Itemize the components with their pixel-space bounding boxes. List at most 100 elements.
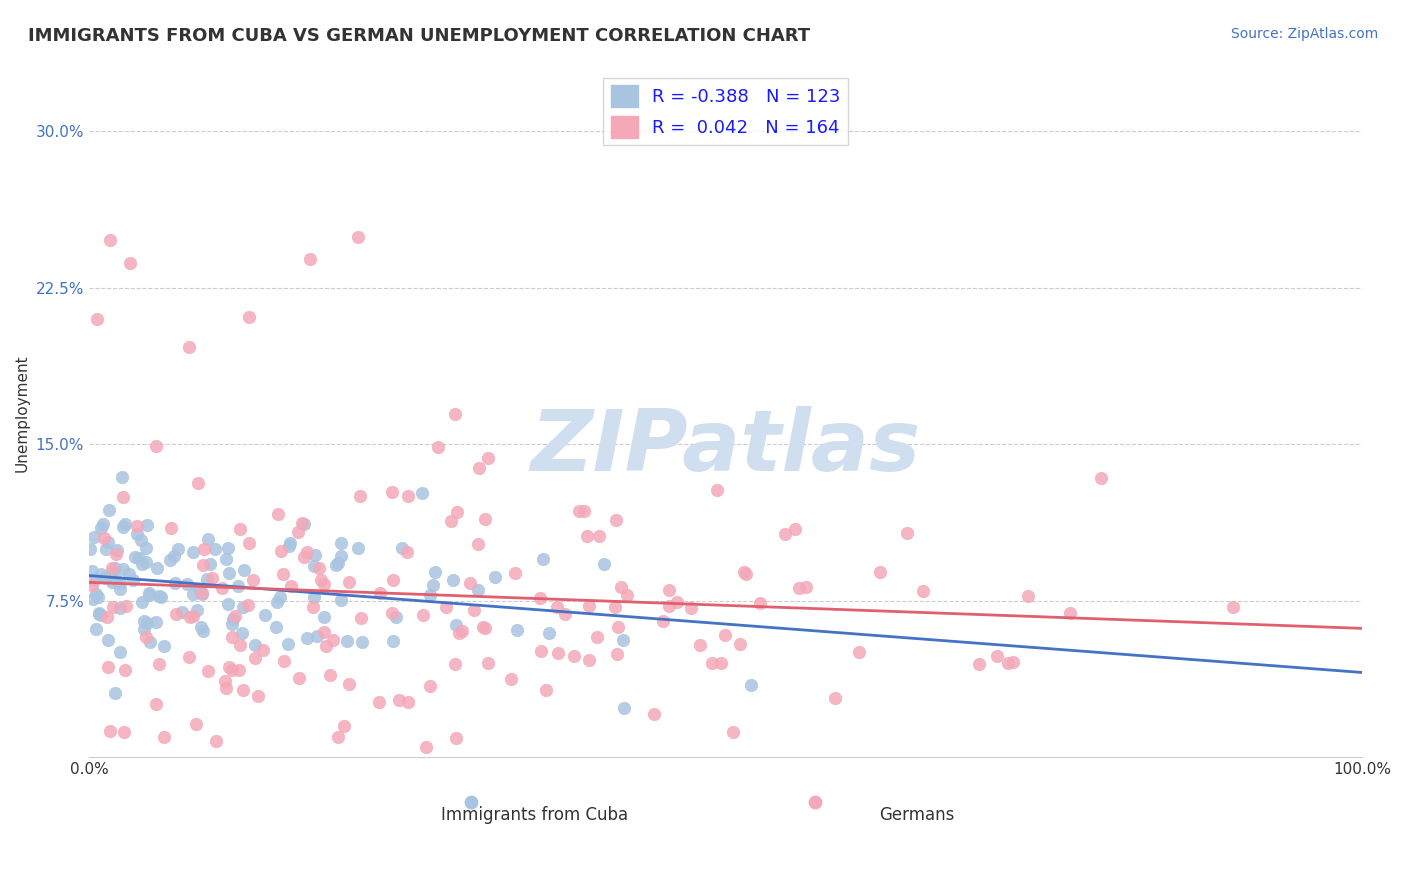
Point xyxy=(773,526,796,541)
Point xyxy=(117,566,139,581)
Point xyxy=(350,634,373,648)
Point xyxy=(135,616,157,631)
Point xyxy=(643,707,665,722)
Point xyxy=(411,486,433,500)
Point xyxy=(304,559,326,574)
Point xyxy=(82,592,104,607)
Point xyxy=(183,545,205,559)
Point xyxy=(87,591,110,605)
Point xyxy=(612,632,634,647)
Point xyxy=(222,612,245,626)
Point xyxy=(108,582,131,597)
Point xyxy=(191,558,214,573)
Point xyxy=(153,730,176,744)
Point xyxy=(312,577,335,591)
Point xyxy=(477,657,499,671)
Point xyxy=(105,547,128,561)
Point xyxy=(503,566,526,581)
Point xyxy=(163,549,186,563)
Point xyxy=(606,647,628,661)
Point xyxy=(385,610,408,624)
Point xyxy=(98,724,121,739)
Point xyxy=(97,503,120,517)
Point xyxy=(124,549,146,564)
Point xyxy=(226,579,249,593)
Point xyxy=(576,529,599,543)
Point xyxy=(190,620,212,634)
Point xyxy=(803,886,825,892)
Point xyxy=(391,541,413,555)
Point xyxy=(224,608,246,623)
Point xyxy=(419,679,441,693)
Point xyxy=(270,543,292,558)
Point xyxy=(350,611,373,625)
Point xyxy=(444,618,467,632)
Point xyxy=(232,683,254,698)
Point xyxy=(90,566,112,581)
Point xyxy=(211,582,233,596)
Point xyxy=(96,541,118,556)
Point xyxy=(269,590,291,604)
Point xyxy=(80,577,103,591)
Point xyxy=(537,626,560,640)
Point xyxy=(90,607,112,622)
Point xyxy=(108,576,131,591)
Point xyxy=(188,582,211,597)
Point xyxy=(297,631,319,645)
Point xyxy=(444,731,467,745)
Point xyxy=(215,681,238,696)
Legend: R = -0.388   N = 123, R =  0.042   N = 164: R = -0.388 N = 123, R = 0.042 N = 164 xyxy=(603,78,848,145)
Point xyxy=(534,683,557,698)
Point xyxy=(292,549,315,564)
Point xyxy=(114,517,136,532)
Point xyxy=(381,634,404,648)
Point xyxy=(616,588,638,602)
Point xyxy=(83,573,105,587)
Point xyxy=(170,605,193,619)
Point xyxy=(86,312,108,326)
Point xyxy=(427,440,450,454)
Point xyxy=(706,483,728,498)
Point xyxy=(586,631,609,645)
Point xyxy=(160,521,183,535)
Point xyxy=(337,677,360,691)
Point xyxy=(603,600,626,615)
Point xyxy=(98,233,121,247)
Point xyxy=(986,648,1008,663)
Point xyxy=(367,695,389,709)
Point xyxy=(381,573,404,587)
Point xyxy=(336,634,359,648)
Point xyxy=(997,656,1019,670)
Point xyxy=(273,654,295,668)
Point xyxy=(138,586,160,600)
Point xyxy=(111,520,134,534)
Point xyxy=(247,690,270,704)
Point xyxy=(337,574,360,589)
Point xyxy=(546,599,568,614)
Point xyxy=(605,513,627,527)
Point xyxy=(221,617,243,632)
Point xyxy=(447,625,470,640)
Point xyxy=(651,614,673,628)
Point xyxy=(149,590,172,604)
Point xyxy=(93,571,115,585)
Point xyxy=(592,557,614,571)
Point xyxy=(89,607,111,622)
Point xyxy=(451,624,474,638)
Text: Source: ZipAtlas.com: Source: ZipAtlas.com xyxy=(1230,27,1378,41)
Point xyxy=(236,598,259,612)
Text: ZIPatlas: ZIPatlas xyxy=(530,406,921,489)
Point xyxy=(253,607,276,622)
Point xyxy=(191,587,214,601)
Point xyxy=(312,610,335,624)
Point xyxy=(118,256,141,270)
Point xyxy=(305,629,328,643)
Point xyxy=(787,582,810,596)
Point xyxy=(221,663,243,677)
Point xyxy=(145,439,167,453)
Point xyxy=(278,536,301,550)
Point xyxy=(166,607,188,622)
Point xyxy=(794,580,817,594)
Point xyxy=(229,638,252,652)
Point xyxy=(299,252,322,266)
